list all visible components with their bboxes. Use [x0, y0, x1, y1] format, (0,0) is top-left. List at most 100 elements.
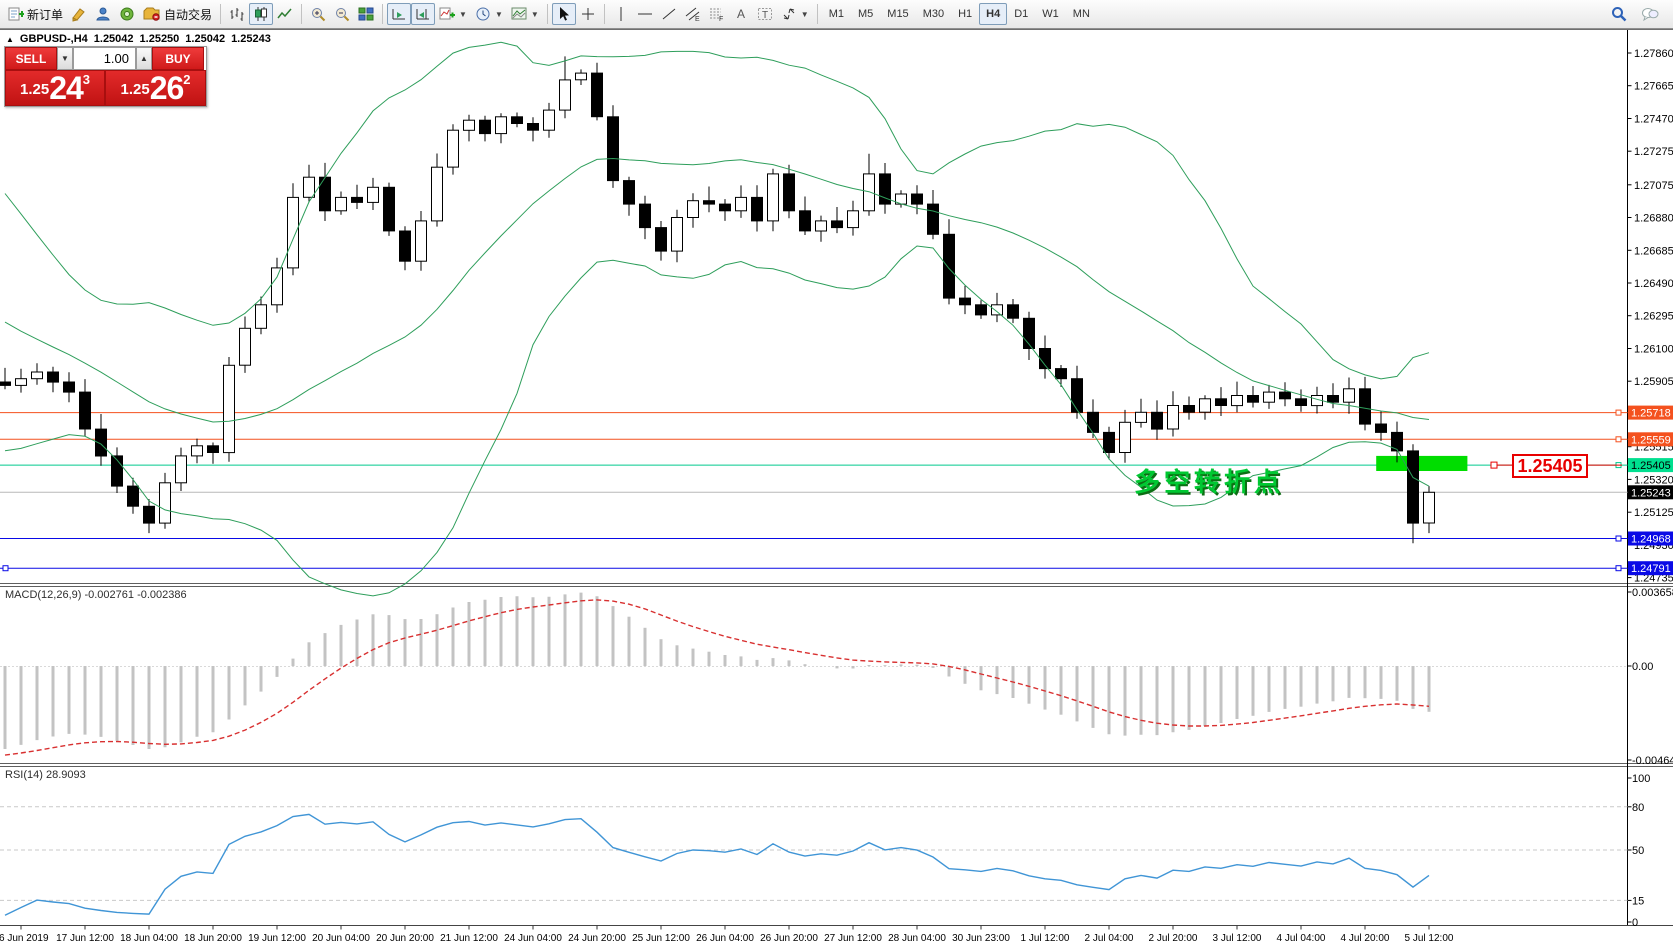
candle: [127, 485, 139, 507]
line-chart-button[interactable]: [273, 3, 297, 25]
text-label-tool-button[interactable]: T: [753, 3, 777, 25]
candle: [591, 72, 603, 118]
fibonacci-tool-button[interactable]: F: [705, 3, 729, 25]
price-callout-connector: [1490, 461, 1622, 469]
cursor-button[interactable]: [551, 3, 576, 25]
candle: [911, 193, 923, 205]
periods-button[interactable]: ▼: [471, 3, 507, 25]
candle: [1055, 368, 1067, 380]
trendline-tool-button[interactable]: [657, 3, 681, 25]
horizontal-line-tool-button[interactable]: [633, 3, 657, 25]
periods-clock-icon: [476, 7, 490, 21]
rsi-axis-label: 50: [1632, 845, 1644, 857]
time-tick-label: 2 Jul 04:00: [1085, 933, 1134, 944]
price-callout-label[interactable]: 1.25405: [1512, 454, 1588, 478]
price-tick-label: 1.26490: [1634, 278, 1673, 290]
hline-anchor[interactable]: [1615, 436, 1622, 443]
sell-button[interactable]: SELL: [5, 47, 57, 70]
timeframe-H1[interactable]: H1: [958, 8, 973, 20]
search-button[interactable]: [1607, 3, 1631, 25]
time-tick-label: 26 Jun 20:00: [760, 933, 818, 944]
zoom-in-button[interactable]: [306, 3, 330, 25]
hline-anchor[interactable]: [1615, 535, 1622, 542]
candle: [559, 79, 571, 111]
buy-button[interactable]: BUY: [152, 47, 204, 70]
candle: [1071, 378, 1083, 413]
chart-header: ▲ GBPUSD-,H4 1.25042 1.25250 1.25042 1.2…: [6, 33, 271, 45]
crosshair-button[interactable]: [576, 3, 600, 25]
community-icon: [96, 7, 110, 21]
dropdown-arrow-icon: ▼: [800, 9, 809, 19]
vertical-line-tool-button[interactable]: [609, 3, 633, 25]
chart-shift-button[interactable]: [411, 3, 436, 25]
autotrading-label: 自动交易: [164, 7, 213, 22]
hline-anchor[interactable]: [1615, 409, 1622, 416]
candle: [847, 210, 859, 229]
community-button[interactable]: [91, 3, 115, 25]
volume-increase-button[interactable]: ▲: [136, 47, 152, 70]
new-order-button[interactable]: 新订单: [4, 3, 67, 25]
candlestick-chart-button[interactable]: [249, 3, 274, 25]
timeframe-M5[interactable]: M5: [858, 8, 874, 20]
macd-label: MACD(12,26,9) -0.002761 -0.002386: [5, 589, 187, 601]
collapse-panel-icon[interactable]: ▲: [6, 34, 14, 44]
autotrading-button[interactable]: 自动交易: [139, 3, 216, 25]
timeframe-MN[interactable]: MN: [1072, 8, 1090, 20]
time-tick-label: 20 Jun 04:00: [312, 933, 370, 944]
time-tick-label: 24 Jun 20:00: [568, 933, 626, 944]
timeframe-M1[interactable]: M1: [828, 8, 844, 20]
timeframe-M30[interactable]: M30: [922, 8, 945, 20]
zoom-out-button[interactable]: [330, 3, 354, 25]
time-tick-label: 28 Jun 04:00: [888, 933, 946, 944]
tile-windows-button[interactable]: [354, 3, 378, 25]
chat-button[interactable]: [1637, 3, 1663, 25]
candle: [143, 505, 155, 524]
templates-button[interactable]: ▼: [507, 3, 543, 25]
bar-chart-button[interactable]: [225, 3, 249, 25]
fibonacci-icon: F: [709, 8, 723, 22]
macd-signal-line: [4, 599, 1430, 756]
candle: [1199, 398, 1211, 413]
hline-anchor[interactable]: [2, 565, 9, 572]
candle: [175, 455, 187, 484]
time-tick-label: 26 Jun 04:00: [696, 933, 754, 944]
candle: [751, 196, 763, 222]
news-button[interactable]: [115, 3, 139, 25]
crosshair-icon: [581, 8, 594, 20]
candle: [1295, 398, 1307, 406]
channel-tool-button[interactable]: E: [681, 3, 705, 25]
candle: [815, 220, 827, 232]
arrows-tool-button[interactable]: ▼: [777, 3, 813, 25]
auto-scroll-button[interactable]: [387, 3, 412, 25]
equidistant-channel-icon: E: [685, 7, 700, 22]
svg-text:T: T: [762, 10, 768, 21]
candles: [0, 56, 1435, 544]
time-axis: 16 Jun 2019 17 Jun 12:00 18 Jun 04:00 18 Ju…: [0, 925, 1454, 944]
buy-price-display[interactable]: 1.25 26 2: [105, 70, 206, 106]
indicators-button[interactable]: ▼: [435, 3, 471, 25]
hline-anchor[interactable]: [1615, 565, 1622, 572]
timeframe-D1[interactable]: D1: [1014, 8, 1029, 20]
candle: [767, 173, 779, 222]
editor-button[interactable]: [67, 3, 91, 25]
rsi-line: [4, 813, 1430, 916]
time-tick-label: 18 Jun 04:00: [120, 933, 178, 944]
volume-decrease-button[interactable]: ▼: [57, 47, 73, 70]
candle: [63, 381, 75, 393]
highlight-rect[interactable]: [1376, 455, 1468, 471]
candle: [1279, 391, 1291, 400]
timeframe-M15[interactable]: M15: [887, 8, 909, 20]
dropdown-arrow-icon: ▼: [494, 9, 503, 19]
symbol-period-label: GBPUSD-,H4: [19, 33, 88, 45]
turning-point-annotation[interactable]: 多空转折点: [1134, 467, 1285, 497]
buy-price-prefix: 1.25: [120, 81, 150, 98]
timeframe-H4[interactable]: H4: [979, 3, 1008, 25]
text-tool-button[interactable]: A: [729, 3, 753, 25]
volume-input[interactable]: 1.00: [73, 47, 136, 70]
price-badge-label: 1.24968: [1631, 534, 1671, 546]
candle: [991, 304, 1003, 316]
sell-price-display[interactable]: 1.25 24 3: [5, 70, 105, 106]
horizontal-lines[interactable]: [0, 409, 1628, 572]
timeframe-W1[interactable]: W1: [1042, 8, 1059, 20]
